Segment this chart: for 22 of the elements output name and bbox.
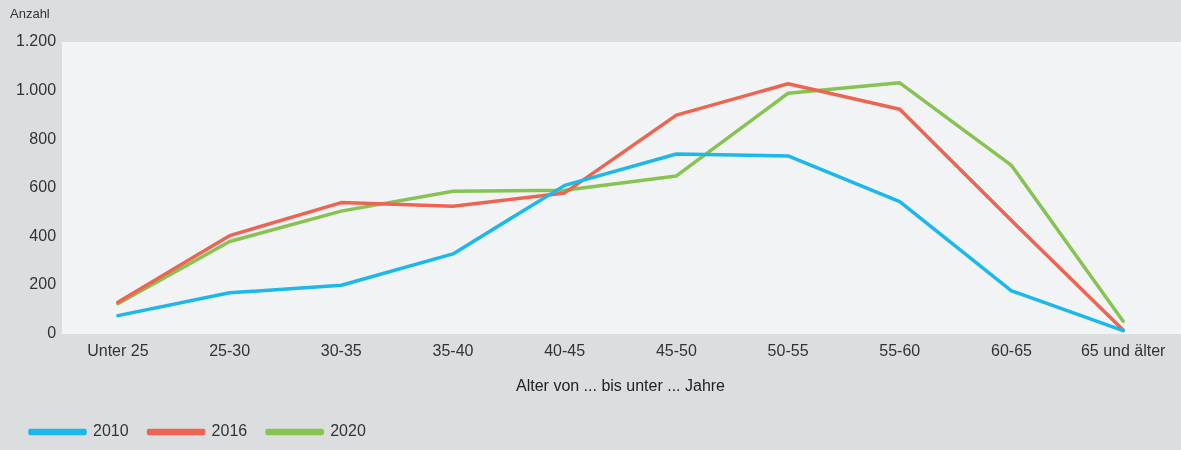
- y-tick-label: 0: [47, 324, 57, 342]
- legend-label: 2016: [211, 422, 248, 440]
- y-tick-label: 400: [29, 226, 57, 244]
- legend-label: 2020: [330, 422, 366, 440]
- x-tick-label: 25-30: [209, 341, 251, 359]
- x-tick-label: 65 und älter: [1080, 341, 1167, 359]
- y-tick-label: 800: [29, 129, 57, 147]
- x-tick-label: 30-35: [320, 341, 362, 359]
- y-tick-label: 600: [29, 178, 57, 196]
- y-tick-label: 1.000: [15, 81, 57, 99]
- x-tick-label: 35-40: [432, 341, 474, 359]
- x-tick-label: 50-55: [767, 341, 809, 359]
- x-tick-label: 60-65: [990, 341, 1033, 359]
- x-tick-label: 40-45: [544, 341, 586, 359]
- legend-label: 2010: [93, 422, 129, 440]
- x-tick-label: 55-60: [879, 341, 921, 359]
- y-tick-label: 200: [29, 275, 57, 293]
- y-tick-label: 1.200: [15, 32, 57, 50]
- x-axis-title: Alter von ... bis unter ... Jahre: [516, 376, 726, 394]
- x-tick-label: Unter 25: [87, 341, 149, 359]
- y-axis-title: Anzahl: [10, 6, 50, 22]
- x-tick-label: 45-50: [655, 341, 697, 359]
